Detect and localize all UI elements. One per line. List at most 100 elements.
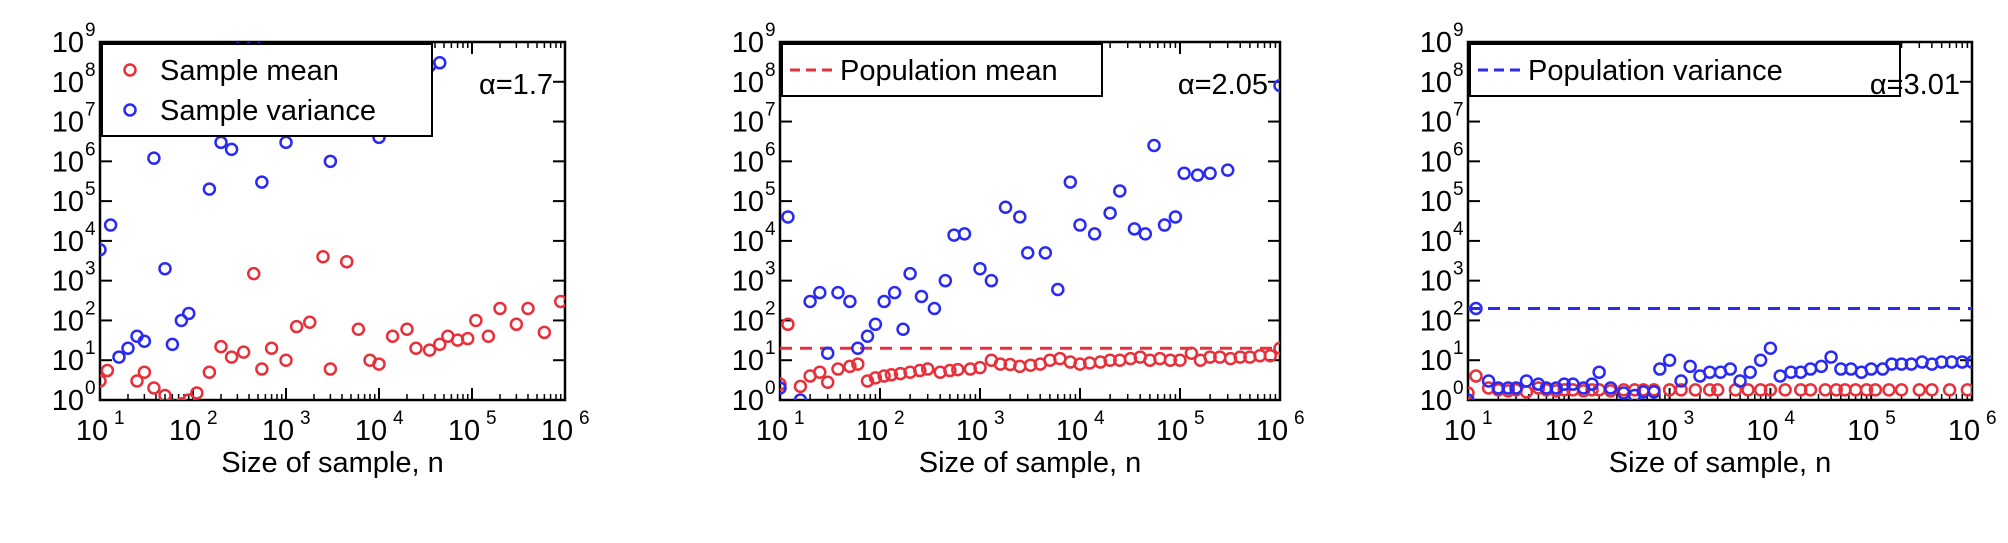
data-point [1688,383,1703,397]
data-point [385,329,400,344]
data-point [803,294,817,309]
data-point [973,360,987,375]
data-point [1859,383,1874,397]
data-point [537,325,552,340]
data-point [1942,383,1957,397]
data-point [1157,218,1172,232]
series-1 [100,249,565,400]
data-point [1469,369,1483,383]
data-point [851,341,865,355]
data-point [190,386,204,400]
data-point [1184,346,1199,360]
data-point [1585,377,1599,391]
x-tick-exponent: 3 [994,408,1005,429]
data-point [137,365,152,379]
data-point [493,301,507,316]
data-point [914,289,929,304]
data-point [1263,348,1278,363]
data-point [896,322,910,337]
data-point [1674,374,1688,388]
x-tick-label: 10 [541,415,573,447]
data-point [214,135,228,150]
data-point [820,375,835,389]
data-point [1020,246,1035,260]
data-point [1087,227,1102,241]
data-point [927,301,942,316]
data-point [509,317,524,332]
y-tick-exponent: 1 [85,338,96,359]
y-tick-label: 10 [732,266,764,298]
x-tick-exponent: 5 [486,408,497,429]
data-point [264,341,279,355]
y-tick-label: 10 [52,305,84,337]
x-tick-exponent: 6 [1294,408,1305,429]
data-point [409,341,423,355]
data-point [1038,246,1053,260]
data-point [1203,350,1217,364]
data-point [1829,383,1843,397]
data-point [1882,383,1896,397]
data-point [1138,227,1153,241]
data-point [1273,78,1280,93]
y-tick-label: 10 [732,107,764,139]
x-axis-label: Size of sample, n [1609,447,1831,479]
data-point [1013,210,1027,224]
data-point [481,329,496,344]
data-point [831,285,845,300]
data-point [1763,383,1778,397]
y-tick-exponent: 6 [1453,139,1464,160]
data-point [469,313,483,328]
y-tick-label: 10 [1420,226,1452,258]
data-point [868,371,883,385]
data-point [1585,383,1599,397]
data-point [1925,383,1939,397]
data-point [181,393,196,400]
y-tick-label: 10 [1420,345,1452,377]
y-tick-label: 10 [52,186,84,218]
data-point [813,285,827,300]
data-point [951,362,965,377]
data-point [316,249,330,264]
data-point [121,341,135,355]
data-point [1557,377,1571,391]
data-point [843,294,857,309]
data-point [169,399,176,400]
chart-panel-2: 10 1 10 2 10 3 10 4 10 5 10 610 010 110 210 310 410 510 61… [732,20,1305,479]
x-tick-exponent: 1 [794,408,805,429]
plot-frame [98,40,567,402]
x-tick-label: 10 [1847,415,1879,447]
x-tick-label: 10 [1746,415,1778,447]
data-point [323,154,338,169]
data-point [175,397,187,400]
y-tick-label: 10 [1420,186,1452,218]
data-point [1103,353,1117,367]
x-tick-label: 10 [1256,415,1288,447]
x-tick-exponent: 6 [579,408,590,429]
data-point [1190,168,1205,182]
y-tick-exponent: 3 [1453,259,1464,280]
data-layer [780,78,1280,400]
data-point [130,374,144,388]
x-tick-label: 10 [756,415,788,447]
data-point [1519,374,1534,388]
data-point [103,218,118,232]
data-point [1702,383,1717,397]
y-tick-exponent: 7 [85,100,96,121]
x-tick-label: 10 [169,415,201,447]
y-tick-exponent: 2 [1453,298,1464,319]
x-axis-label: Size of sample, n [919,447,1141,479]
data-point [877,369,891,383]
data-point [1509,381,1523,395]
data-point [820,346,835,360]
data-point [943,363,957,378]
plot-frame [778,40,1282,402]
data-point [1469,301,1483,316]
data-point [1733,374,1747,388]
data-point [137,334,152,348]
data-point [993,357,1008,371]
x-tick-exponent: 3 [300,408,311,429]
y-tick-label: 10 [732,146,764,178]
x-tick-exponent: 5 [1194,408,1205,429]
series-2 [780,78,1280,400]
